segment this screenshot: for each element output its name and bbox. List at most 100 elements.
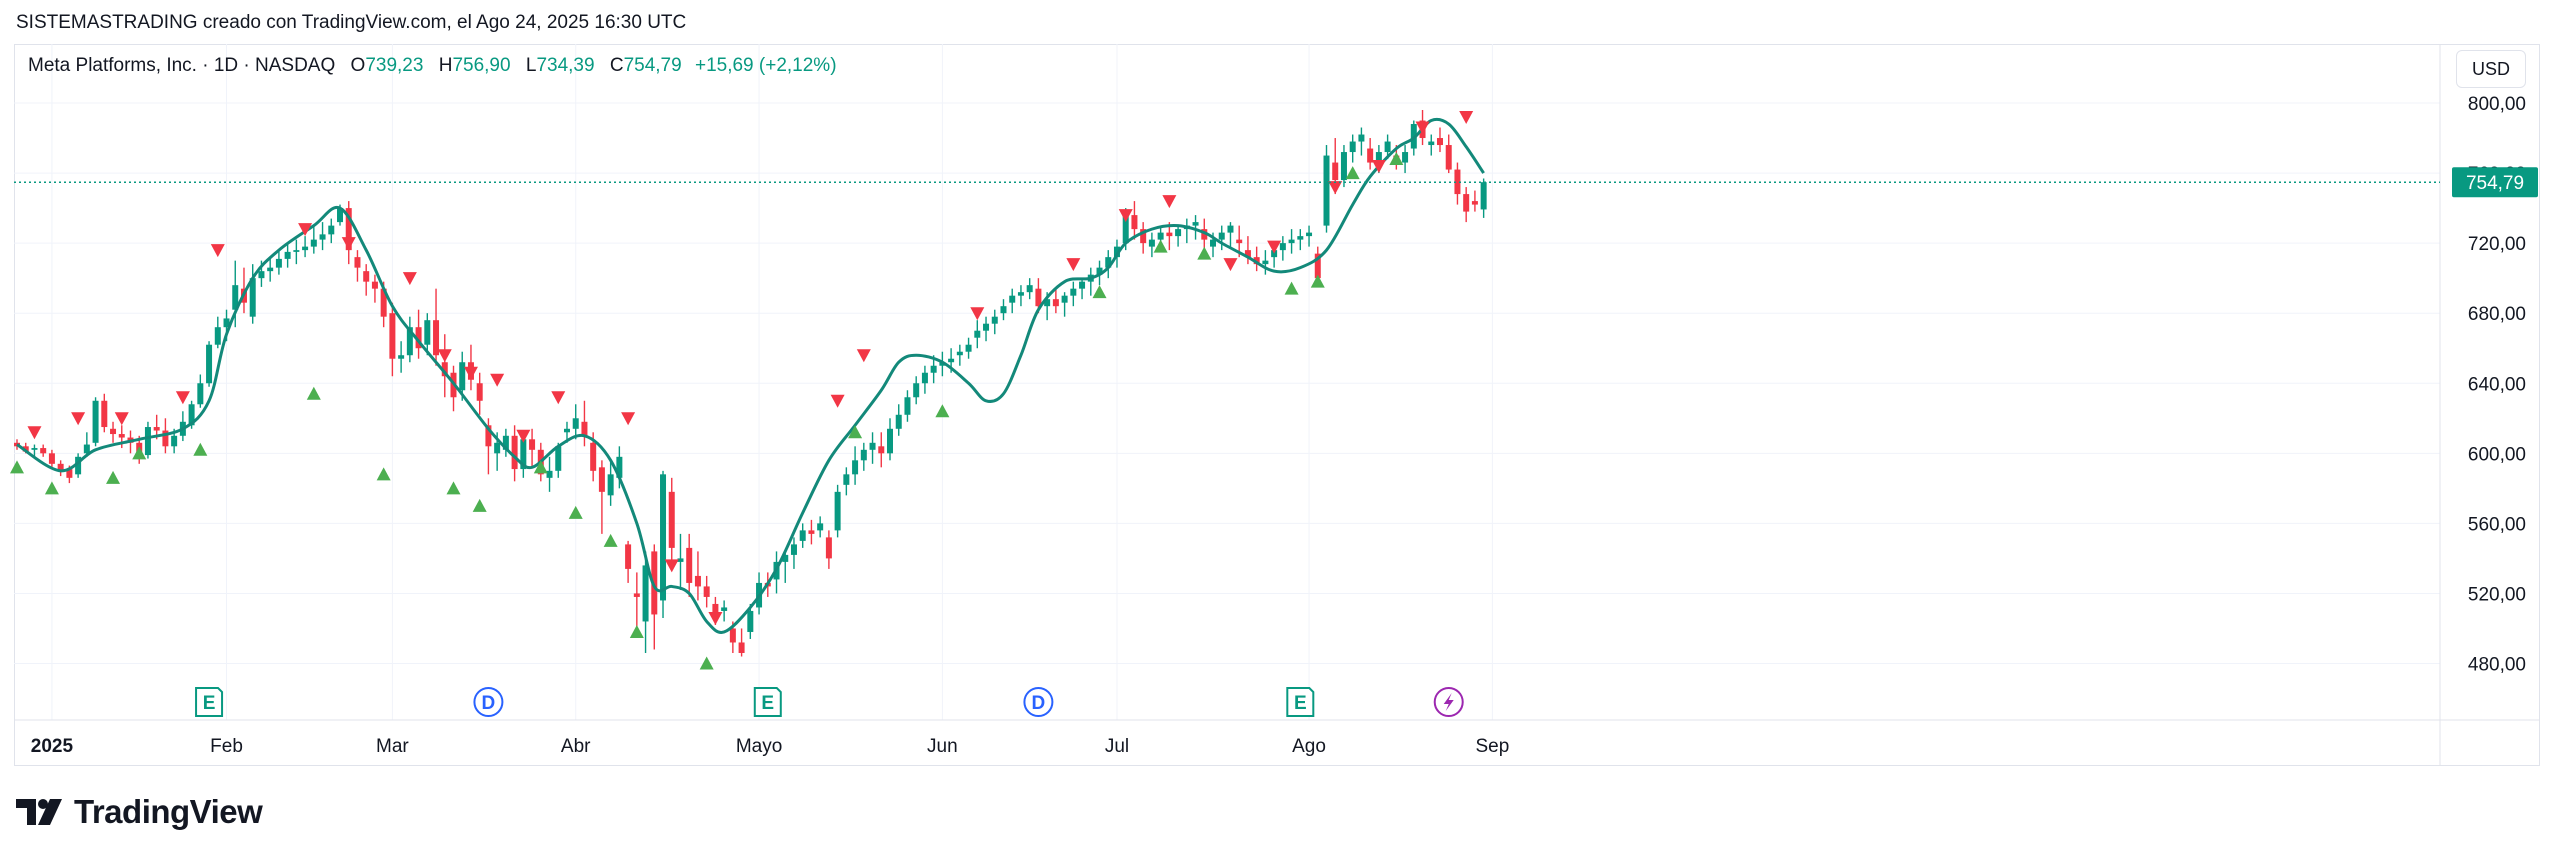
candle — [1367, 138, 1374, 170]
x-tick-label: Mar — [376, 736, 409, 757]
candle — [48, 449, 55, 468]
moving-average-line — [16, 117, 1485, 634]
candle — [1061, 292, 1068, 317]
candle — [284, 243, 291, 268]
candle — [825, 530, 832, 569]
candle — [555, 442, 562, 478]
candle — [1463, 187, 1470, 223]
candle — [363, 264, 370, 296]
dividend-marker[interactable]: D — [1023, 687, 1054, 717]
candle — [913, 376, 920, 405]
candle — [1428, 134, 1435, 156]
earnings-marker[interactable]: E — [1286, 687, 1315, 717]
sell-signal-arrow — [298, 223, 313, 237]
candle — [817, 516, 824, 538]
sell-signal-arrow — [1267, 240, 1282, 254]
sell-signal-arrow — [970, 307, 985, 321]
candle — [694, 551, 701, 601]
dividend-marker[interactable]: D — [473, 687, 504, 717]
sell-signal-arrow — [830, 394, 845, 408]
candle — [1471, 190, 1478, 212]
candle — [852, 446, 859, 485]
chart-header: SISTEMASTRADING creado con TradingView.c… — [16, 12, 687, 33]
candle — [1279, 236, 1286, 261]
candle — [232, 260, 239, 328]
candle — [956, 344, 963, 366]
candle — [40, 444, 47, 457]
sell-signal-arrow — [1118, 209, 1133, 223]
candle — [389, 302, 396, 377]
candle — [293, 239, 300, 265]
candle — [1340, 145, 1347, 188]
buy-signal-arrow — [44, 481, 59, 495]
candle — [1358, 127, 1365, 156]
candle — [668, 477, 675, 569]
candle — [607, 460, 614, 506]
candle — [310, 225, 317, 254]
sell-signal-arrow — [1328, 181, 1343, 195]
candle — [502, 428, 509, 457]
candle — [1323, 145, 1330, 233]
earnings-marker[interactable]: E — [753, 687, 782, 717]
buy-signal-arrow — [1389, 152, 1404, 166]
sell-signal-arrow — [551, 391, 566, 405]
sell-signal-arrow — [402, 272, 417, 286]
y-tick-label: 800,00 — [2468, 94, 2526, 115]
buy-signal-arrow — [1197, 246, 1212, 260]
buy-signal-arrow — [1345, 166, 1360, 180]
x-tick-label: Mayo — [736, 736, 782, 757]
candle — [1009, 288, 1016, 314]
last-price-tag[interactable]: 754,79 — [2452, 167, 2538, 198]
candle — [738, 628, 745, 657]
tradingview-logo-icon — [16, 799, 62, 825]
candle — [529, 428, 536, 468]
sell-signal-arrow — [27, 426, 42, 440]
buy-signal-arrow — [306, 386, 321, 400]
candle — [633, 572, 640, 632]
earnings-marker[interactable]: E — [195, 687, 224, 717]
low-label: L — [525, 55, 537, 76]
candle — [965, 337, 972, 359]
candle — [878, 432, 885, 468]
open-value: 739,23 — [365, 55, 424, 76]
candle — [1192, 215, 1199, 240]
candle — [1148, 232, 1155, 258]
currency-button[interactable]: USD — [2456, 50, 2526, 88]
svg-text:E: E — [761, 693, 774, 714]
grid — [14, 44, 2440, 720]
candle — [57, 460, 64, 477]
candle — [1000, 299, 1007, 321]
candle — [1349, 134, 1356, 163]
tradingview-logo[interactable]: TradingView — [16, 792, 263, 832]
candle — [904, 390, 911, 422]
candle — [921, 365, 928, 394]
buy-signal-arrow — [603, 533, 618, 547]
close-label: C — [609, 55, 624, 76]
svg-text:D: D — [482, 693, 496, 714]
low-value: 734,39 — [536, 55, 595, 76]
candle — [92, 397, 99, 447]
candle — [450, 365, 457, 412]
split-marker[interactable] — [1433, 687, 1464, 717]
candle — [197, 374, 204, 408]
x-tick-label: Jul — [1105, 736, 1129, 757]
sell-signal-arrow — [664, 559, 679, 573]
candle — [834, 484, 841, 538]
candle — [1087, 267, 1094, 296]
candle — [1105, 250, 1112, 279]
candle — [808, 519, 815, 545]
symbol-title[interactable]: Meta Platforms, Inc. · 1D · NASDAQ — [28, 55, 336, 76]
y-tick-label: 560,00 — [2468, 514, 2526, 535]
x-tick-label: Feb — [210, 736, 243, 757]
candle — [83, 432, 90, 457]
buy-signal-arrow — [1153, 239, 1168, 253]
buy-signal-arrow — [568, 505, 583, 519]
buy-signal-arrow — [446, 481, 461, 495]
chart-frame[interactable] — [14, 44, 2540, 766]
candle — [406, 316, 413, 363]
x-tick-label: 2025 — [31, 736, 74, 757]
candle — [1436, 127, 1443, 153]
close-value: 754,79 — [623, 55, 682, 76]
candle — [354, 250, 361, 282]
